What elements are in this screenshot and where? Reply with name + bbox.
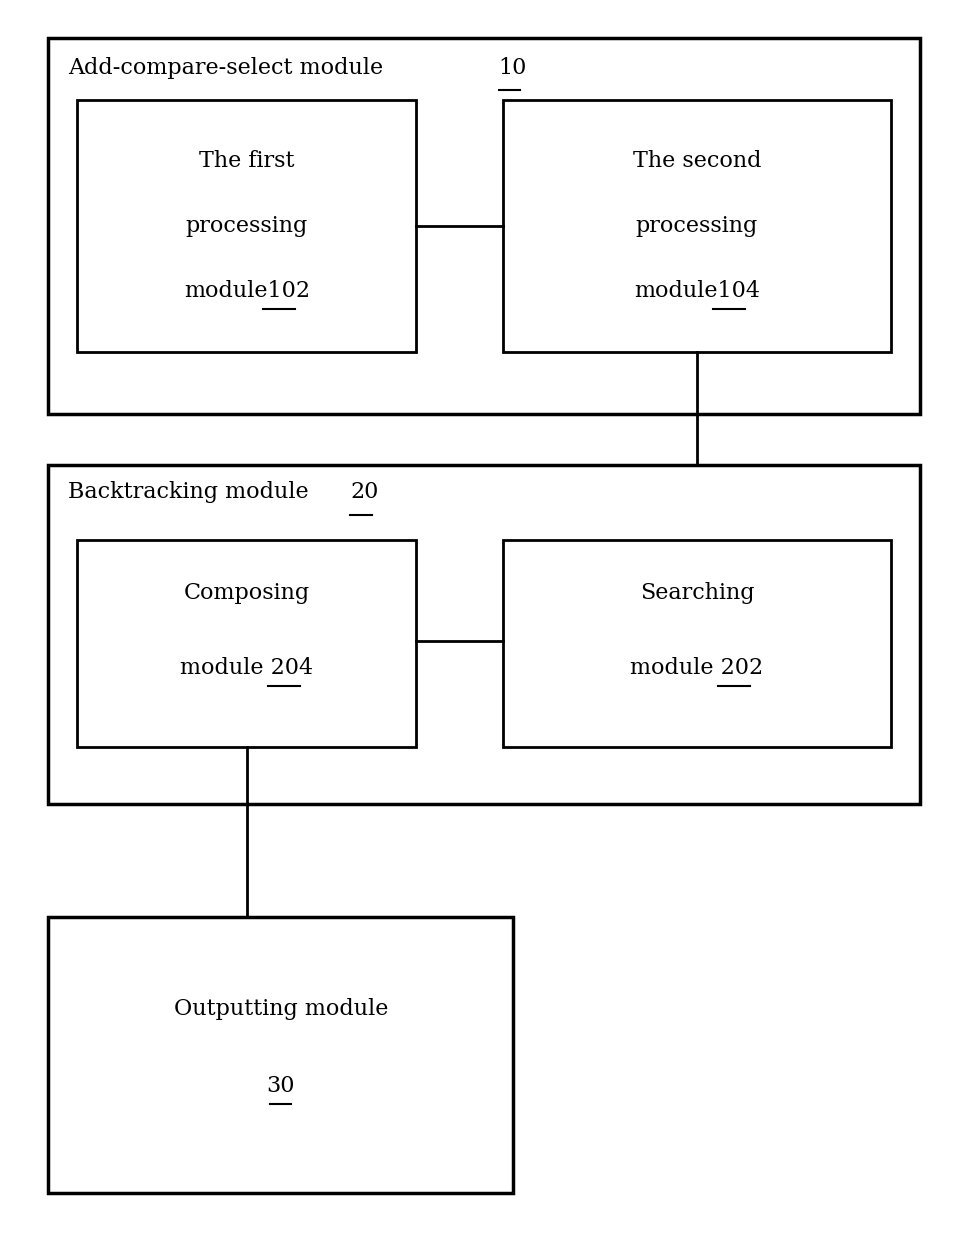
Text: module 202: module 202: [630, 657, 764, 679]
FancyBboxPatch shape: [48, 465, 920, 804]
Text: processing: processing: [186, 215, 308, 237]
FancyBboxPatch shape: [77, 540, 416, 747]
FancyBboxPatch shape: [77, 100, 416, 352]
Text: Add-compare-select module: Add-compare-select module: [68, 57, 390, 79]
FancyBboxPatch shape: [48, 917, 513, 1193]
FancyBboxPatch shape: [503, 100, 891, 352]
Text: The first: The first: [199, 149, 294, 172]
Text: Backtracking module: Backtracking module: [68, 481, 316, 504]
Text: processing: processing: [636, 215, 758, 237]
Text: module104: module104: [634, 280, 760, 303]
FancyBboxPatch shape: [48, 38, 920, 414]
Text: module 204: module 204: [180, 657, 314, 679]
Text: 20: 20: [350, 481, 378, 504]
Text: The second: The second: [633, 149, 761, 172]
FancyBboxPatch shape: [503, 540, 891, 747]
Text: Composing: Composing: [184, 582, 310, 604]
Text: Outputting module: Outputting module: [173, 997, 388, 1020]
Text: Searching: Searching: [640, 582, 754, 604]
Text: 10: 10: [499, 57, 527, 79]
Text: 30: 30: [266, 1075, 295, 1098]
Text: module102: module102: [184, 280, 310, 303]
